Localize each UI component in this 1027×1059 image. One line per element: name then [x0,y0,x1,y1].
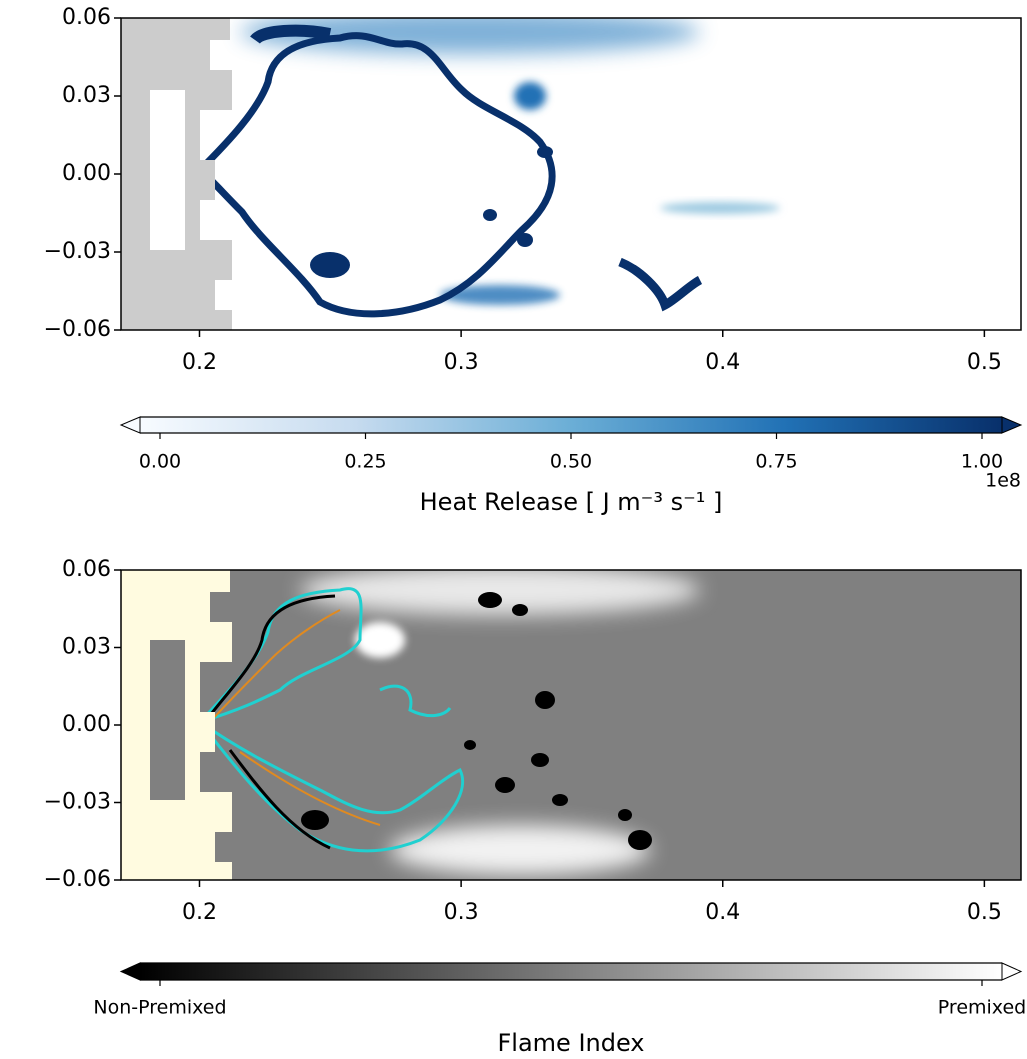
x-tick-label: 0.2 [182,900,217,925]
heat-haze [514,82,546,110]
x-tick-label: 0.2 [182,350,217,375]
blob [531,753,549,767]
flame-blob [618,257,703,312]
colorbar-tick-label: Premixed [938,997,1026,1019]
blob [618,809,632,821]
blob [628,830,652,850]
premixed-region [300,570,700,615]
colorbar-tick-label: 1.00 [961,451,1003,473]
y-tick-label: 0.06 [62,5,111,30]
heat-release-field [121,18,1021,330]
flame-contour [203,594,336,723]
y-tick-label: 0.03 [62,635,111,660]
y-tick-label: 0.00 [62,712,111,737]
blob [552,794,568,806]
colorbar-offset: 1e8 [985,470,1021,492]
colorbar-label: Heat Release [ J m⁻³ s⁻¹ ] [420,488,723,516]
blob [495,777,515,793]
colorbar-extend [119,416,141,434]
premixed-region [355,622,405,658]
y-tick-label: −0.06 [44,317,111,342]
y-tick-label: 0.00 [62,161,111,186]
premixed-region [390,825,650,875]
flame-front [250,24,332,45]
burner-geometry [121,18,232,330]
colorbar-outline [140,962,1002,981]
flame-front [194,32,556,318]
y-tick-label: −0.06 [44,867,111,892]
colorbar-extend [1001,416,1023,434]
x-tick-label: 0.3 [444,350,479,375]
blob [535,691,555,709]
heat-haze [240,18,700,54]
x-tick-label: 0.5 [967,350,1002,375]
flame-contour [228,749,331,850]
flame-blob [517,233,533,247]
blob [301,810,329,830]
y-tick-label: 0.06 [62,557,111,582]
x-tick-label: 0.4 [705,350,740,375]
colorbar-tick-label: 0.00 [139,451,181,473]
blob [478,592,502,608]
y-tick-label: 0.03 [62,83,111,108]
x-tick-label: 0.3 [444,900,479,925]
burner-geometry [121,570,232,880]
flame-blob [483,209,497,221]
blob [464,740,476,750]
flame-contour [209,609,341,723]
colorbar [140,963,1002,980]
non-premixed-blobs [301,592,652,850]
x-tick-label: 0.4 [705,900,740,925]
y-tick-label: −0.03 [44,239,111,264]
flame-blob [537,146,553,158]
colorbar-extend [1001,962,1023,981]
flame-index-field [121,570,1021,880]
colorbar-tick-label: 0.25 [344,451,386,473]
colorbar-tick-label: 0.50 [550,451,592,473]
flame-blob [310,252,350,278]
heat-haze [660,202,780,214]
colorbar-tick-label: 0.75 [755,451,797,473]
colorbar-label: Flame Index [497,1029,644,1057]
colorbar [140,417,1002,433]
flame-contour [379,684,452,718]
flame-contour [239,751,381,826]
colorbar-extend [119,962,141,981]
x-tick-label: 0.5 [967,900,1002,925]
colorbar-tick-label: Non-Premixed [93,997,226,1019]
blob [512,604,528,616]
field-background [121,18,1021,330]
heat-haze [440,285,560,305]
y-tick-label: −0.03 [44,790,111,815]
flame-contour [195,587,363,726]
